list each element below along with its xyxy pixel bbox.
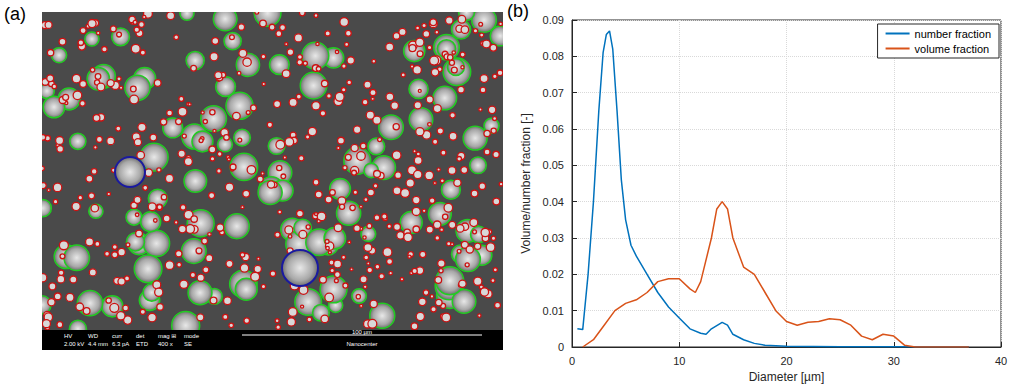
svg-text:0.05: 0.05	[543, 159, 564, 171]
svg-text:40: 40	[995, 355, 1007, 367]
svg-text:2.00 kV: 2.00 kV	[64, 341, 84, 347]
svg-text:WD: WD	[88, 333, 99, 339]
svg-text:10: 10	[673, 355, 685, 367]
svg-text:0: 0	[569, 355, 575, 367]
svg-text:(a): (a)	[4, 4, 26, 24]
svg-text:mag ⊞: mag ⊞	[158, 333, 176, 339]
svg-text:number fraction: number fraction	[915, 28, 991, 40]
svg-text:0.03: 0.03	[543, 232, 564, 244]
svg-text:Diameter [µm]: Diameter [µm]	[749, 370, 825, 384]
svg-text:0.01: 0.01	[543, 305, 564, 317]
svg-text:400 x: 400 x	[158, 341, 173, 347]
svg-text:0: 0	[558, 341, 564, 353]
svg-text:Volume/number fraction [-]: Volume/number fraction [-]	[519, 113, 533, 254]
svg-text:curr: curr	[112, 333, 122, 339]
svg-text:SE: SE	[184, 341, 192, 347]
svg-text:30: 30	[888, 355, 900, 367]
svg-text:6.3 pA: 6.3 pA	[112, 341, 129, 347]
svg-text:0.04: 0.04	[543, 196, 564, 208]
svg-text:HV: HV	[64, 333, 72, 339]
svg-text:0.07: 0.07	[543, 87, 564, 99]
svg-text:0.06: 0.06	[543, 123, 564, 135]
svg-text:0.08: 0.08	[543, 50, 564, 62]
svg-text:4.4 mm: 4.4 mm	[88, 341, 108, 347]
svg-text:volume fraction: volume fraction	[915, 43, 990, 55]
svg-text:(b): (b)	[507, 1, 529, 21]
svg-text:20: 20	[780, 355, 792, 367]
svg-text:0.09: 0.09	[543, 14, 564, 26]
svg-text:0.02: 0.02	[543, 268, 564, 280]
svg-text:Nanocenter: Nanocenter	[346, 341, 377, 347]
svg-text:100 µm: 100 µm	[352, 329, 372, 335]
svg-text:mode: mode	[184, 333, 200, 339]
svg-text:ETD: ETD	[136, 341, 149, 347]
svg-text:det: det	[136, 333, 145, 339]
